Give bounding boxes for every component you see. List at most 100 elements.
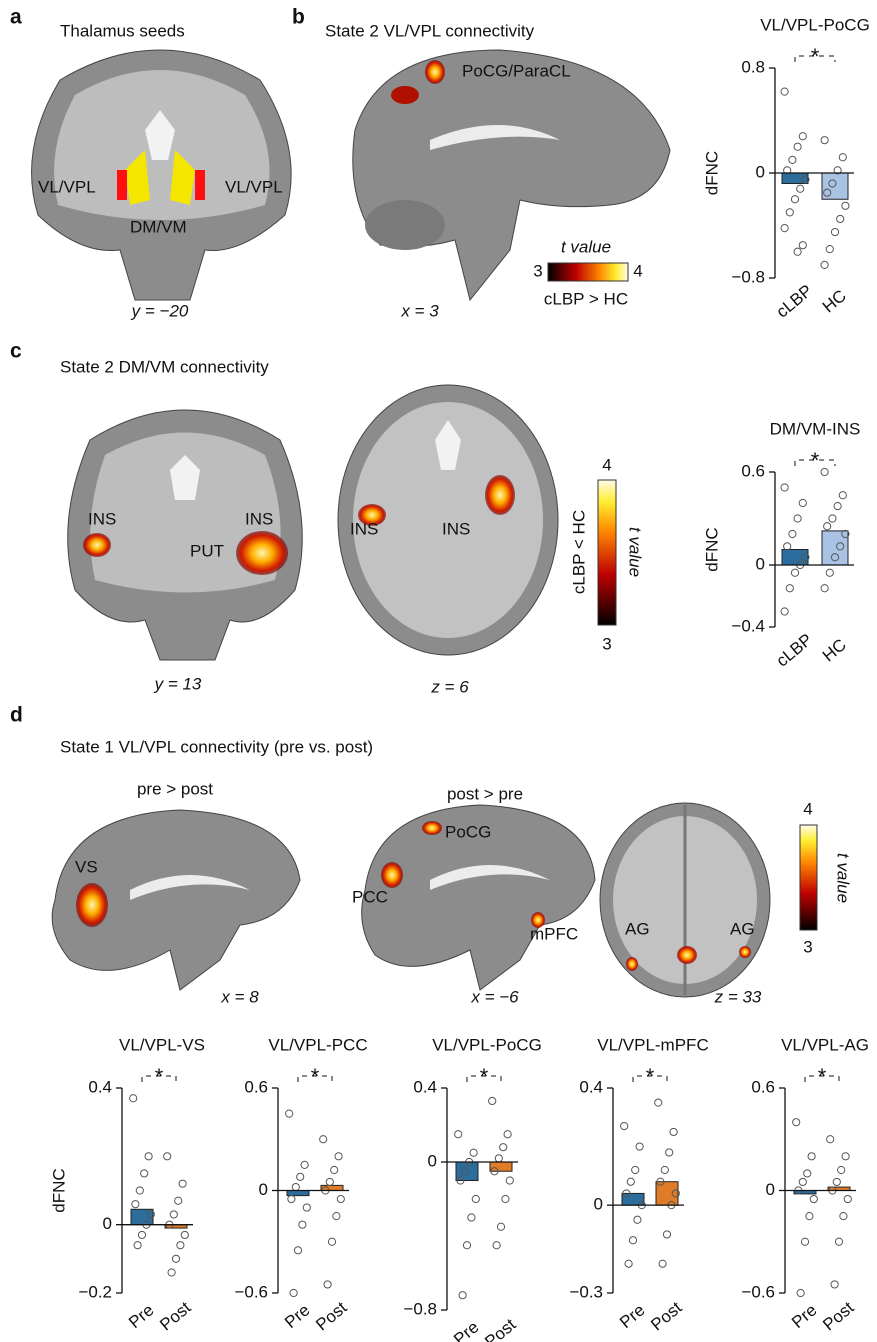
- data-point: [291, 1182, 300, 1192]
- data-point: [505, 1176, 514, 1185]
- data-point: [300, 1160, 309, 1169]
- y-tick-label: 0.6: [741, 461, 765, 480]
- data-point: [792, 1118, 801, 1127]
- region-label: INS: [88, 509, 116, 528]
- data-point: [628, 1236, 638, 1245]
- data-point: [785, 208, 794, 217]
- data-point: [325, 1177, 334, 1187]
- region-label: AG: [625, 919, 650, 938]
- y-axis-label: dFNC: [702, 527, 721, 571]
- slice-coordinate: z = 6: [430, 677, 469, 696]
- colorbar-label: t value: [561, 237, 611, 256]
- data-point: [805, 1212, 814, 1221]
- data-point: [458, 1291, 467, 1300]
- data-point: [830, 553, 840, 562]
- data-point: [780, 483, 789, 492]
- chart-title: VL/VPL-AG: [781, 1035, 869, 1054]
- data-point: [826, 1135, 835, 1144]
- panel-title: State 2 VL/VPL connectivity: [325, 21, 535, 40]
- significance-marker: *: [811, 44, 820, 69]
- data-point: [146, 1210, 155, 1219]
- region-label: INS: [245, 509, 273, 528]
- data-point: [796, 184, 805, 193]
- data-point: [140, 1169, 149, 1178]
- colorbar: [547, 262, 629, 282]
- data-point: [654, 1098, 663, 1107]
- data-point: [780, 224, 789, 233]
- colorbar-tick: 3: [533, 261, 542, 280]
- panel-title: Thalamus seeds: [60, 21, 185, 40]
- significance-marker: *: [155, 1064, 164, 1089]
- data-point: [501, 1194, 510, 1204]
- data-point: [462, 1241, 472, 1250]
- colorbar-tick: 4: [633, 261, 642, 280]
- data-point: [820, 584, 829, 593]
- data-point: [131, 1200, 140, 1209]
- x-tick-label: cLBP: [773, 281, 816, 322]
- data-point: [671, 1189, 680, 1198]
- data-point: [839, 1212, 848, 1221]
- data-point: [783, 542, 792, 551]
- data-point: [823, 522, 832, 531]
- chart-title: DM/VM-INS: [770, 419, 861, 438]
- data-point: [658, 1259, 667, 1268]
- y-tick-label: 0: [103, 1214, 112, 1233]
- data-point: [833, 166, 842, 175]
- x-tick-label: Post: [647, 1298, 685, 1335]
- region-label: AG: [730, 919, 755, 938]
- data-point: [633, 1215, 642, 1224]
- significance-bracket: [141, 1075, 177, 1082]
- data-point: [622, 1189, 631, 1198]
- data-point: [460, 1167, 469, 1176]
- data-point: [180, 1230, 189, 1240]
- significance-bracket: [297, 1075, 333, 1082]
- panel-letter: a: [10, 6, 22, 29]
- data-point: [319, 1135, 328, 1144]
- data-point: [796, 1288, 805, 1298]
- colorbar: [597, 479, 617, 626]
- x-tick-label: Post: [481, 1315, 519, 1342]
- data-point: [790, 568, 800, 577]
- data-point: [496, 1222, 506, 1231]
- x-tick-label: Pre: [125, 1300, 157, 1332]
- data-point: [620, 1121, 629, 1131]
- panel-letter: b: [292, 6, 305, 29]
- region-label: INS: [350, 519, 378, 538]
- data-point: [790, 195, 800, 204]
- data-point: [293, 1246, 303, 1255]
- significance-marker: *: [311, 1064, 320, 1089]
- colorbar-tick: 3: [803, 937, 812, 956]
- data-point: [788, 155, 797, 164]
- slice-coordinate: x = −6: [470, 987, 519, 1006]
- significance-bracket: [632, 1075, 668, 1082]
- chart-title: VL/VPL-mPFC: [597, 1035, 708, 1054]
- x-tick-label: Pre: [450, 1317, 482, 1342]
- x-tick-label: Post: [156, 1298, 194, 1335]
- y-tick-label: −0.4: [731, 616, 765, 635]
- brain-coronal: [67, 409, 303, 661]
- y-tick-label: 0: [428, 1151, 437, 1170]
- data-point: [285, 1109, 294, 1118]
- data-point: [665, 1148, 674, 1157]
- data-point: [135, 1186, 144, 1195]
- data-point: [838, 491, 847, 500]
- chart-title: VL/VPL-PoCG: [432, 1035, 542, 1054]
- data-point: [503, 1130, 512, 1139]
- region-label: INS: [442, 519, 470, 538]
- data-point: [834, 1237, 844, 1246]
- y-tick-label: −0.8: [731, 267, 765, 286]
- data-point: [841, 1152, 850, 1161]
- data-point: [783, 166, 792, 175]
- slice-coordinate: y = 13: [154, 674, 202, 693]
- data-point: [169, 1210, 178, 1219]
- panel-title: State 2 DM/VM connectivity: [60, 357, 269, 376]
- x-tick-label: Pre: [281, 1300, 313, 1332]
- data-point: [129, 1094, 138, 1103]
- y-tick-label: 0.4: [88, 1077, 112, 1096]
- data-point: [788, 529, 797, 539]
- significance-bracket: [794, 55, 836, 62]
- data-point: [841, 201, 850, 210]
- data-point: [798, 132, 807, 141]
- data-point: [626, 1177, 635, 1186]
- data-point: [793, 247, 802, 256]
